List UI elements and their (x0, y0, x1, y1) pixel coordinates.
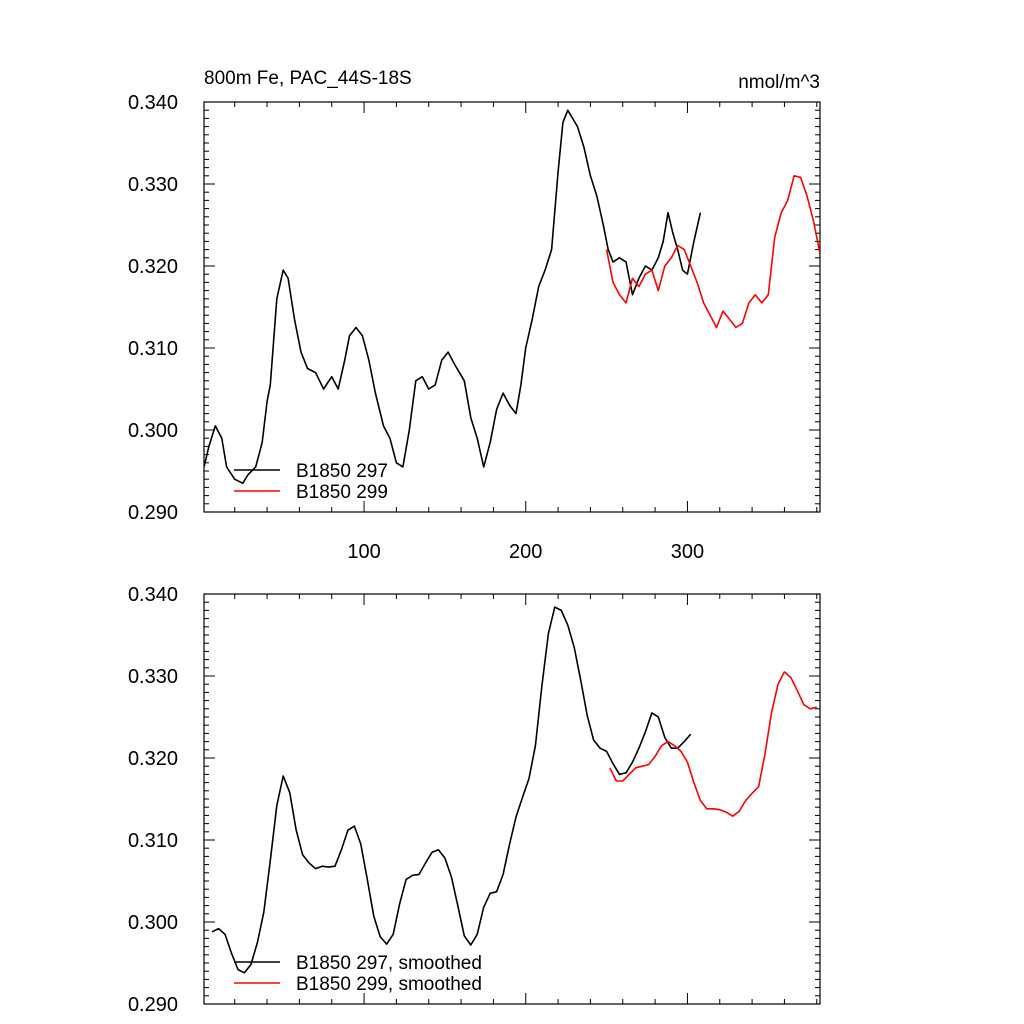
legend-label: B1850 299 (296, 482, 388, 503)
y-tick-label: 0.300 (128, 912, 178, 934)
legend-label: B1850 297, smoothed (296, 953, 482, 974)
legend-label: B1850 299, smoothed (296, 974, 482, 995)
y-tick-label: 0.330 (128, 174, 178, 196)
series-line-299 (609, 671, 817, 817)
series-line-297 (204, 109, 702, 485)
x-tick-label: 100 (347, 541, 380, 563)
y-tick-label: 0.310 (128, 830, 178, 852)
y-tick-label: 0.330 (128, 666, 178, 688)
y-tick-label: 0.320 (128, 748, 178, 770)
y-tick-label: 0.340 (128, 92, 178, 114)
y-tick-label: 0.310 (128, 338, 178, 360)
y-tick-label: 0.290 (128, 502, 178, 524)
y-tick-label: 0.300 (128, 420, 178, 442)
y-tick-label: 0.290 (128, 994, 178, 1016)
top-panel: 0.290 0.300 0.310 0.320 0.330 0.340 100 200 300 B… (128, 92, 821, 563)
x-tick-label: 200 (509, 541, 542, 563)
series-line-297 (211, 606, 692, 974)
title-left: 800m Fe, PAC_44S-18S (204, 68, 412, 89)
bottom-panel: 0.290 0.300 0.310 0.320 0.330 0.340 B1850 297,… (128, 584, 821, 1016)
y-tick-label: 0.320 (128, 256, 178, 278)
legend-label: B1850 297 (296, 461, 388, 482)
series-line-299 (605, 175, 820, 329)
y-tick-label: 0.340 (128, 584, 178, 606)
x-tick-label: 300 (671, 541, 704, 563)
title-right: nmol/m^3 (738, 72, 820, 93)
